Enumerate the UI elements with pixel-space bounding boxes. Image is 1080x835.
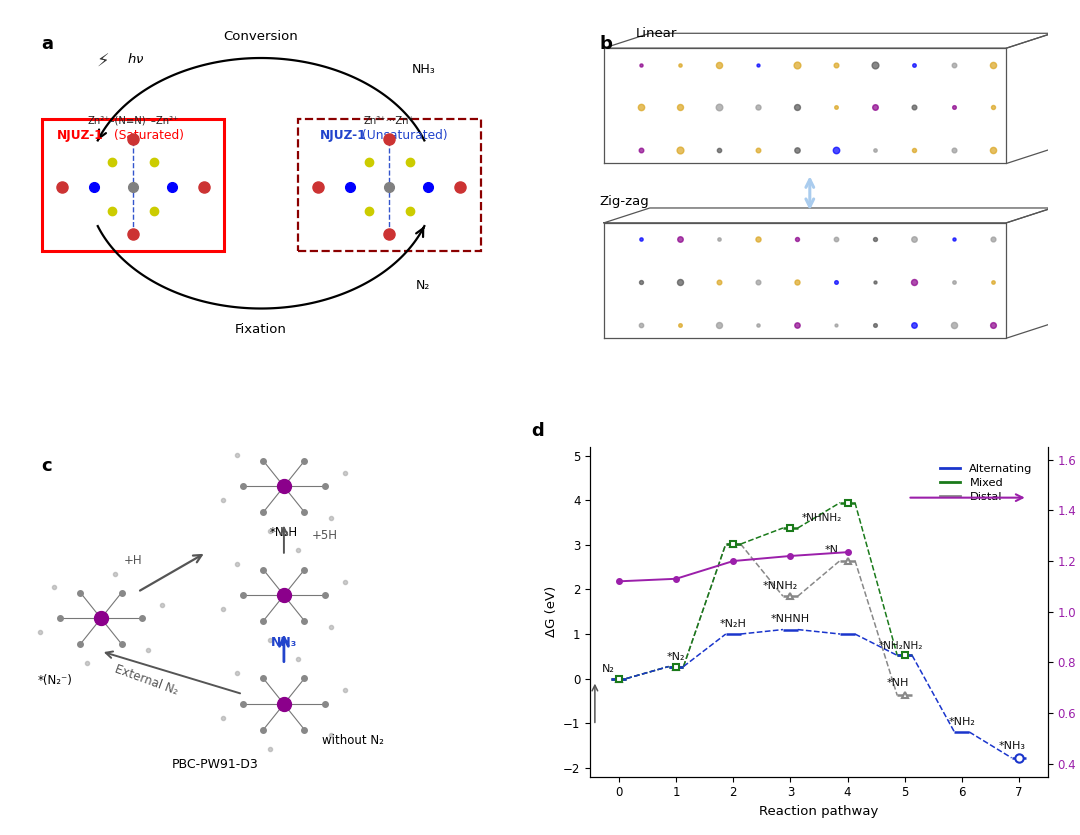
Text: *NHNH: *NHNH: [771, 615, 810, 625]
Text: External N₂: External N₂: [113, 662, 180, 697]
Text: *NH₂: *NH₂: [948, 716, 975, 726]
Text: +H: +H: [124, 554, 143, 567]
Text: *N₂: *N₂: [666, 651, 686, 661]
Text: NH₃: NH₃: [411, 63, 435, 76]
Text: PBC-PW91-D3: PBC-PW91-D3: [172, 758, 259, 772]
Text: (Unsaturated): (Unsaturated): [362, 129, 448, 142]
Text: *N₂H: *N₂H: [270, 526, 298, 539]
Text: *NNH₂: *NNH₂: [762, 581, 798, 591]
X-axis label: Reaction pathway: Reaction pathway: [759, 805, 879, 817]
Text: *NH: *NH: [887, 678, 909, 688]
Text: N₂: N₂: [603, 664, 615, 674]
Text: $h\nu$: $h\nu$: [126, 52, 144, 66]
Text: b: b: [599, 35, 612, 53]
Text: N₂: N₂: [416, 279, 431, 291]
Text: *NH₂NH₂: *NH₂NH₂: [879, 641, 923, 651]
Text: *N₂H: *N₂H: [719, 619, 746, 629]
Text: NJUZ-1: NJUZ-1: [320, 129, 367, 142]
Text: *N: *N: [824, 545, 838, 555]
Text: +5H: +5H: [311, 529, 337, 542]
Text: Zn²⁺–(N≡N)⁻–Zn²⁺: Zn²⁺–(N≡N)⁻–Zn²⁺: [87, 116, 178, 126]
Text: ⚡: ⚡: [97, 53, 109, 70]
Text: Zn²⁺···Zn⁺: Zn²⁺···Zn⁺: [364, 116, 415, 126]
Text: *NHNH₂: *NHNH₂: [801, 513, 842, 523]
Text: Linear: Linear: [636, 27, 677, 39]
Text: NJUZ-1: NJUZ-1: [57, 129, 104, 142]
Text: without N₂: without N₂: [322, 734, 383, 746]
Text: c: c: [41, 457, 52, 475]
Text: d: d: [531, 423, 543, 440]
Y-axis label: ΔG (eV): ΔG (eV): [544, 586, 557, 637]
Text: Conversion: Conversion: [224, 30, 298, 43]
Text: Zig-zag: Zig-zag: [599, 195, 649, 208]
Text: *(N₂⁻): *(N₂⁻): [38, 674, 72, 687]
Text: NH₃: NH₃: [271, 636, 297, 650]
Text: a: a: [41, 35, 54, 53]
Text: (Saturated): (Saturated): [114, 129, 184, 142]
Legend: Alternating, Mixed, Distal: Alternating, Mixed, Distal: [935, 459, 1037, 506]
Text: *NH₃: *NH₃: [999, 741, 1026, 752]
Text: Fixation: Fixation: [235, 323, 287, 337]
